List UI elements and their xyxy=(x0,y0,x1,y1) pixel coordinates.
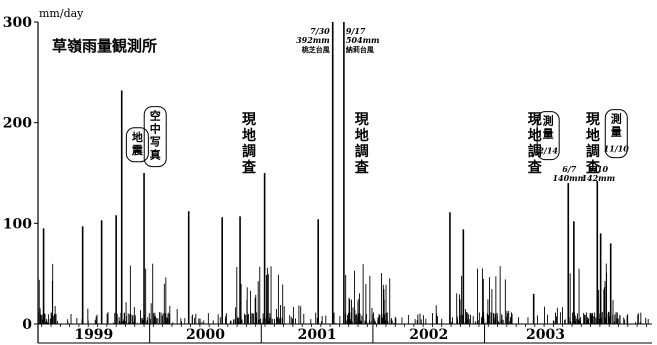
annotation-char: 査 xyxy=(355,159,370,176)
year-label: 2000 xyxy=(186,327,225,343)
chart-axes: 0 100 200 300 mm/day 草嶺雨量観測所 1999 2000 2001 2002 2… xyxy=(3,7,652,344)
annotation-char: 現 xyxy=(586,112,600,128)
annotation-char: 地 xyxy=(586,127,600,144)
boxed-note-char: 地 xyxy=(132,130,143,144)
typhoon-date: 9/17 xyxy=(346,26,366,36)
boxed-note-char: 震 xyxy=(131,144,144,157)
boxed-note-frame xyxy=(536,111,560,161)
peak-date: 6/7 xyxy=(562,164,576,174)
annotation-char: 現 xyxy=(355,112,369,128)
typhoon-amount: 504mm xyxy=(346,35,380,45)
boxed-note-char: 量 xyxy=(611,126,622,139)
boxed-note-char: 空 xyxy=(150,109,161,123)
boxed-note-char: 測 xyxy=(543,114,554,128)
year-label: 2002 xyxy=(409,327,448,343)
boxed-note-date: 11/10 xyxy=(604,144,630,154)
y-tick-label: 300 xyxy=(3,15,32,31)
annotation-char: 地 xyxy=(355,127,369,144)
peak-amount: 142mm xyxy=(581,173,615,183)
peak-date: 9/10 xyxy=(588,164,608,174)
y-tick-label: 100 xyxy=(3,216,32,232)
y-axis-unit: mm/day xyxy=(39,7,84,20)
y-tick-label: 0 xyxy=(22,317,32,333)
annotation-char: 調 xyxy=(586,143,600,160)
boxed-note-char: 中 xyxy=(150,122,161,136)
annotation-char: 現 xyxy=(242,112,256,128)
annotation-char: 地 xyxy=(242,127,256,144)
boxed-note-char: 量 xyxy=(543,128,554,141)
typhoon-name: 納莉台風 xyxy=(346,45,374,54)
chart-bars xyxy=(37,22,649,324)
boxed-note-frame xyxy=(143,106,167,168)
chart-title: 草嶺雨量観測所 xyxy=(52,37,157,55)
peak-amount: 140mm xyxy=(552,173,586,183)
annotation-char: 査 xyxy=(242,159,257,176)
y-tick-label: 200 xyxy=(3,116,32,132)
boxed-note-date: 2/14 xyxy=(537,146,558,156)
boxed-note-char: 測 xyxy=(611,112,622,126)
annotation-char: 調 xyxy=(355,143,369,160)
year-label: 1999 xyxy=(74,327,113,343)
year-label: 2003 xyxy=(526,327,565,343)
typhoon-date: 7/30 xyxy=(310,26,330,36)
chart-annotations: 現地調査現地調査現地調査現地調査空中写真地震測量2/14測量11/107/303… xyxy=(125,26,630,183)
annotation-char: 調 xyxy=(242,143,256,160)
boxed-note-char: 写 xyxy=(150,136,161,149)
boxed-note-frame xyxy=(125,127,149,163)
annotation-char: 査 xyxy=(528,159,543,176)
typhoon-amount: 392mm xyxy=(296,35,330,45)
boxed-note-frame xyxy=(604,109,628,159)
year-label: 2001 xyxy=(298,327,337,343)
typhoon-name: 桃芝台風 xyxy=(302,45,330,54)
annotation-char: 地 xyxy=(528,127,542,144)
annotation-char: 査 xyxy=(586,159,601,176)
boxed-note-char: 真 xyxy=(150,148,161,162)
